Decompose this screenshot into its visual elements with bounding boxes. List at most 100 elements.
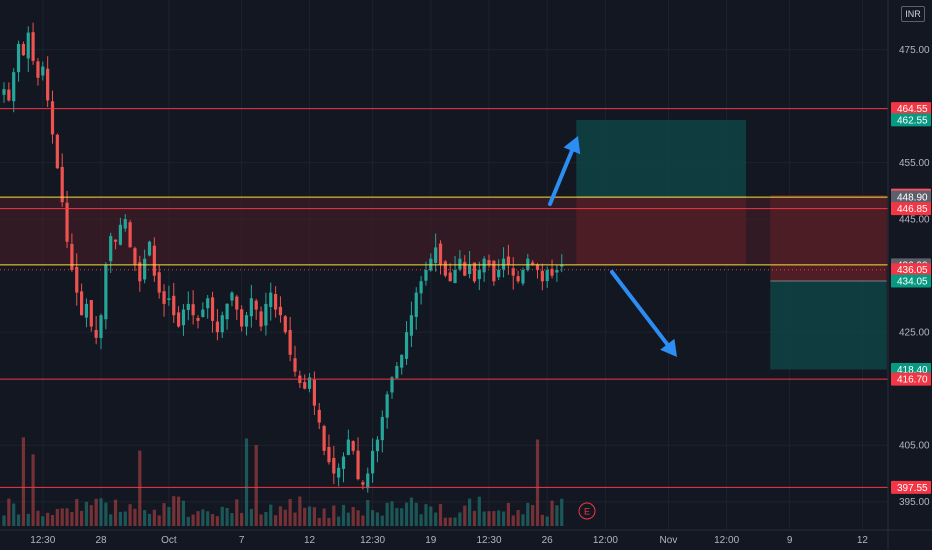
currency-badge[interactable]: INR [901, 6, 925, 22]
time-tick-label: 12:00 [593, 535, 618, 546]
arrow-up-icon[interactable] [548, 136, 581, 206]
candle-body [75, 266, 79, 293]
volume-bar [75, 499, 79, 526]
volume-bar [133, 508, 137, 526]
volume-bar [545, 516, 549, 526]
volume-bar [390, 501, 394, 526]
candle-body [511, 268, 515, 276]
volume-bar [157, 515, 161, 526]
volume-bar [172, 496, 176, 526]
volume-bar [526, 502, 530, 526]
price-tag-bg [891, 202, 931, 216]
candle-body [94, 330, 98, 338]
volume-bar [497, 510, 501, 526]
volume-bar [167, 507, 171, 526]
volume-bar [303, 507, 307, 526]
volume-bar [404, 502, 409, 526]
volume-bar [2, 515, 6, 526]
level-lines [0, 108, 888, 488]
time-axis[interactable]: 12:30 28 Oct 7 12 12:30 19 12:30 26 12:00 Nov 12:00… [0, 529, 932, 546]
volume-bar [240, 512, 244, 526]
volume-bar [264, 511, 268, 526]
earnings-label: E [584, 507, 590, 517]
candle-body [104, 264, 108, 320]
candle-body [157, 272, 161, 293]
volume-bar [501, 511, 506, 526]
volume-bar [375, 512, 380, 526]
candle-body [288, 330, 292, 355]
price-tag-bg [891, 102, 931, 116]
candle-body [356, 450, 360, 480]
candle-body [152, 245, 156, 276]
candle-body [220, 315, 224, 333]
candle-body [492, 260, 496, 282]
volume-bar [162, 503, 166, 526]
volume-bar [424, 504, 428, 526]
candle-body [50, 101, 55, 135]
candle-body [65, 202, 69, 242]
volume-bar [555, 505, 559, 526]
volume-bar [269, 504, 273, 526]
volume-bar [235, 499, 239, 526]
candle-body [317, 409, 321, 423]
price-tag-bg [891, 190, 931, 204]
volume-bar [206, 511, 210, 526]
price-tag-bg [891, 113, 931, 127]
volume-bar [332, 505, 336, 526]
volume-bar [259, 514, 263, 526]
price-tag-bg [891, 372, 931, 386]
supply-band [0, 197, 888, 265]
arrow-down-icon[interactable] [610, 270, 677, 357]
candle-body [201, 309, 205, 317]
volume-bar [521, 514, 525, 526]
price-tag-label: 416.70 [897, 375, 928, 386]
candle-body [385, 394, 389, 418]
time-tick-label: 19 [425, 535, 437, 546]
candle-body [477, 270, 481, 280]
candle-body [482, 258, 486, 273]
volume-bar [278, 506, 283, 526]
candle-body [181, 309, 186, 326]
candle-body [109, 236, 113, 262]
candle-body [269, 292, 273, 308]
price-tag-label: 446.85 [897, 204, 928, 215]
volume-bar [312, 507, 316, 526]
candle-body [215, 321, 219, 333]
volume-bar [477, 496, 481, 526]
volume-bar [327, 517, 331, 526]
candle-body [516, 276, 520, 282]
price-tag-label: 434.05 [897, 277, 928, 288]
candle-body [332, 457, 336, 474]
price-tags: 464.55462.55449.25448.90446.85436.90436.… [891, 102, 931, 494]
volume-bar [453, 517, 457, 526]
volume-bar [249, 508, 253, 526]
volume-bar [84, 501, 89, 526]
volume-bar [371, 510, 375, 526]
candle-body [99, 315, 103, 339]
candle-body [12, 72, 16, 102]
volume-bar [468, 498, 472, 526]
volume-bar [201, 509, 205, 526]
volume-bar [225, 507, 229, 526]
volume-bar [104, 502, 108, 526]
candle-body [259, 311, 263, 327]
time-tick-label: 12 [304, 535, 316, 546]
volume-bar [487, 511, 491, 526]
volume-bar [429, 506, 433, 526]
price-tag-label: 448.90 [897, 193, 928, 204]
candle-body [123, 219, 127, 229]
volume-bar [152, 509, 156, 526]
volume-bar [210, 514, 215, 526]
time-tick-label: 12:30 [30, 535, 55, 546]
time-tick-label: 28 [95, 535, 107, 546]
candle-body [468, 264, 472, 275]
volume-bar [80, 510, 84, 526]
earnings-marker[interactable]: E [578, 502, 596, 520]
price-tick-label: 445.00 [899, 215, 930, 226]
candle-body [550, 268, 554, 276]
candle-body [351, 441, 355, 451]
candle-body [278, 306, 283, 316]
price-tick-label: 395.00 [899, 497, 930, 508]
candle-body [254, 300, 258, 310]
